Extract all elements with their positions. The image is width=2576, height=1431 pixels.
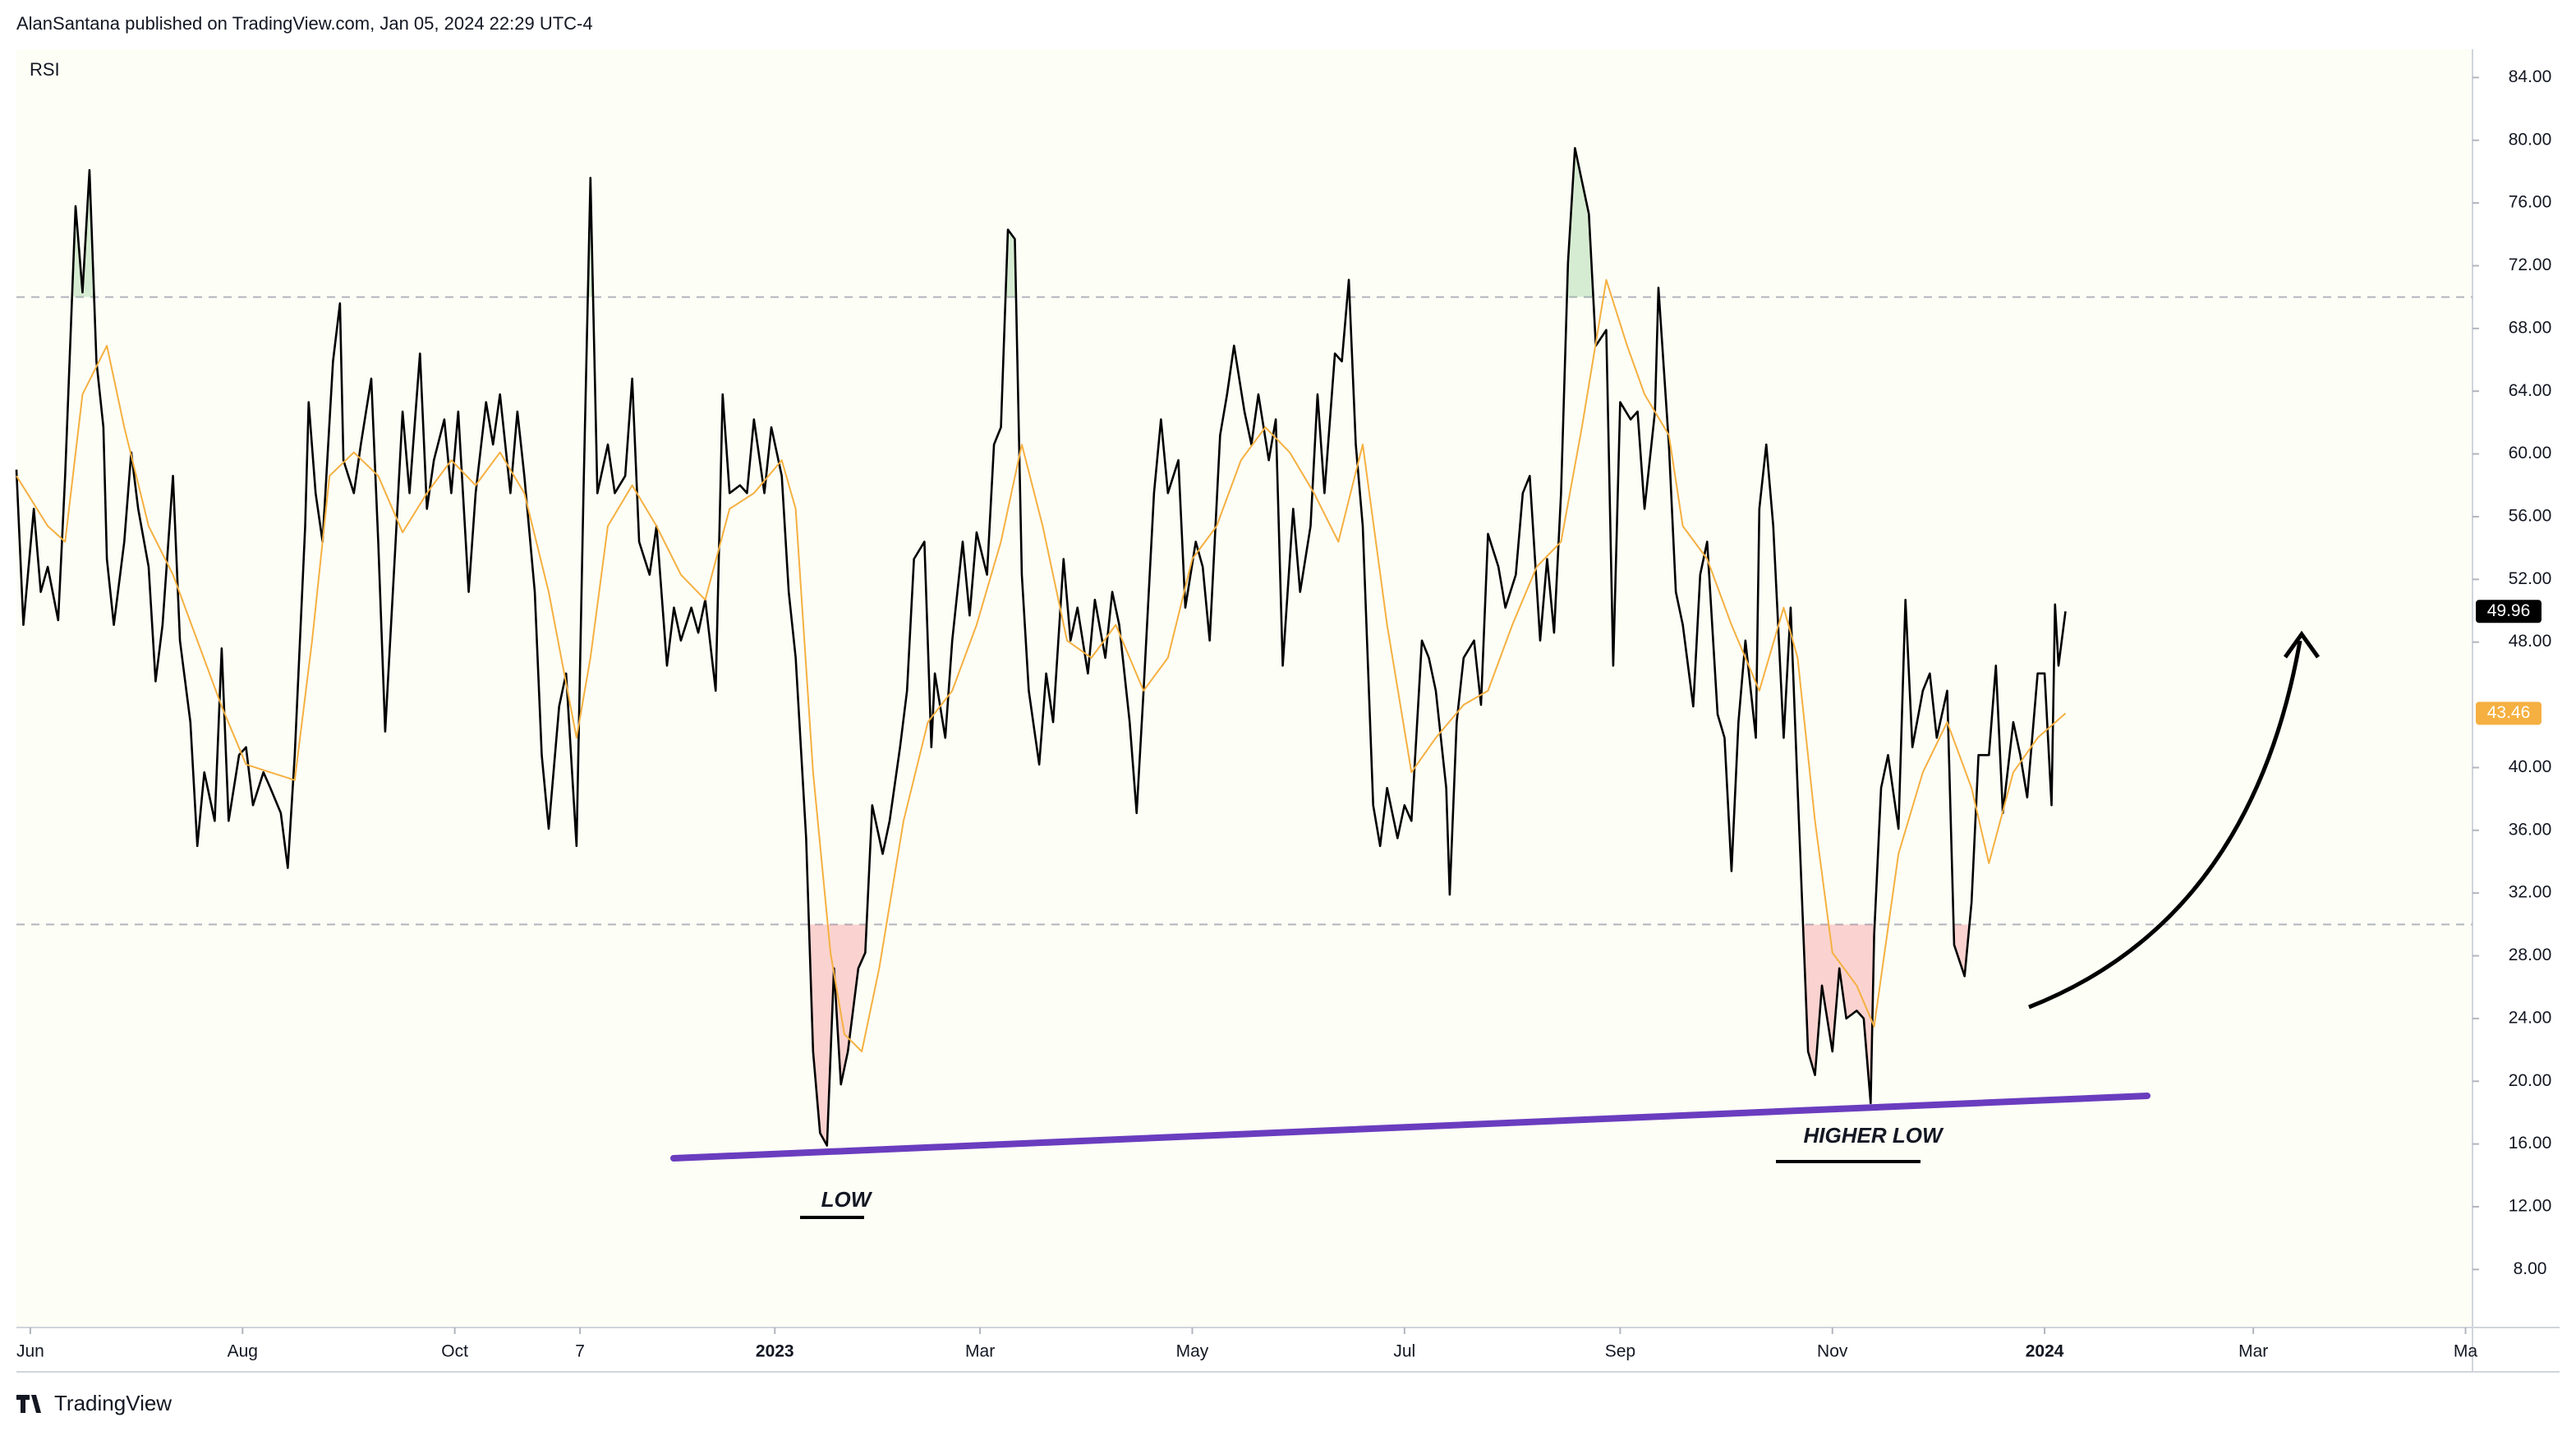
x-tick-label: Aug: [228, 1342, 258, 1361]
x-tick-label: Jun: [16, 1342, 44, 1361]
y-tick-label: 12.00: [2509, 1197, 2552, 1216]
trendline: [670, 1093, 2150, 1162]
y-tick-label: 8.00: [2514, 1259, 2547, 1278]
x-tick-label: Mar: [965, 1342, 995, 1361]
y-tick-label: 32.00: [2509, 883, 2552, 902]
y-tick-label: 24.00: [2509, 1008, 2552, 1027]
indicator-label: RSI: [30, 59, 60, 80]
y-tick-label: 60.00: [2509, 444, 2552, 462]
price-label: 49.96: [2487, 601, 2531, 620]
price-label: 43.46: [2487, 703, 2531, 722]
price-label-box: [2476, 600, 2542, 623]
ma-line: [16, 278, 2067, 1052]
y-tick-label: 84.00: [2509, 67, 2552, 86]
plot-background: [16, 49, 2472, 1327]
annotation: LOW: [821, 1187, 873, 1212]
x-tick-label: 2024: [2026, 1342, 2064, 1361]
x-tick-label: Ma: [2454, 1342, 2477, 1361]
x-tick-label: Oct: [441, 1342, 468, 1361]
x-tick-label: 2023: [756, 1342, 794, 1361]
y-tick-label: 28.00: [2509, 946, 2552, 964]
x-tick-label: Jul: [1393, 1342, 1415, 1361]
y-tick-label: 20.00: [2509, 1071, 2552, 1090]
logo: TradingView: [16, 1391, 172, 1415]
annotation: HIGHER LOW: [1804, 1123, 1944, 1148]
y-tick-label: 16.00: [2509, 1134, 2552, 1153]
rsi-line: [15, 146, 2067, 1147]
y-tick-label: 48.00: [2509, 632, 2552, 651]
y-tick-label: 52.00: [2509, 569, 2552, 588]
x-tick-label: 7: [575, 1342, 585, 1361]
x-tick-label: Sep: [1605, 1342, 1635, 1361]
y-tick-label: 72.00: [2509, 255, 2552, 274]
footer: TradingView: [54, 1391, 172, 1415]
x-tick-label: Mar: [2238, 1342, 2268, 1361]
y-tick-label: 64.00: [2509, 381, 2552, 400]
arrow-head: [2283, 630, 2321, 659]
header: AlanSantana published on TradingView.com…: [16, 13, 593, 34]
x-tick-label: May: [1176, 1342, 1209, 1361]
plot: [15, 146, 2472, 1147]
y-tick-label: 68.00: [2509, 318, 2552, 337]
y-tick-label: 76.00: [2509, 193, 2552, 212]
y-tick-label: 36.00: [2509, 820, 2552, 839]
y-tick-label: 80.00: [2509, 130, 2552, 149]
x-tick-label: Nov: [1817, 1342, 1848, 1361]
arrow: [2028, 640, 2302, 1010]
y-tick-label: 56.00: [2509, 506, 2552, 525]
price-label-box: [2476, 702, 2542, 725]
oversold-fill: [16, 924, 2066, 1146]
y-tick-label: 40.00: [2509, 757, 2552, 776]
